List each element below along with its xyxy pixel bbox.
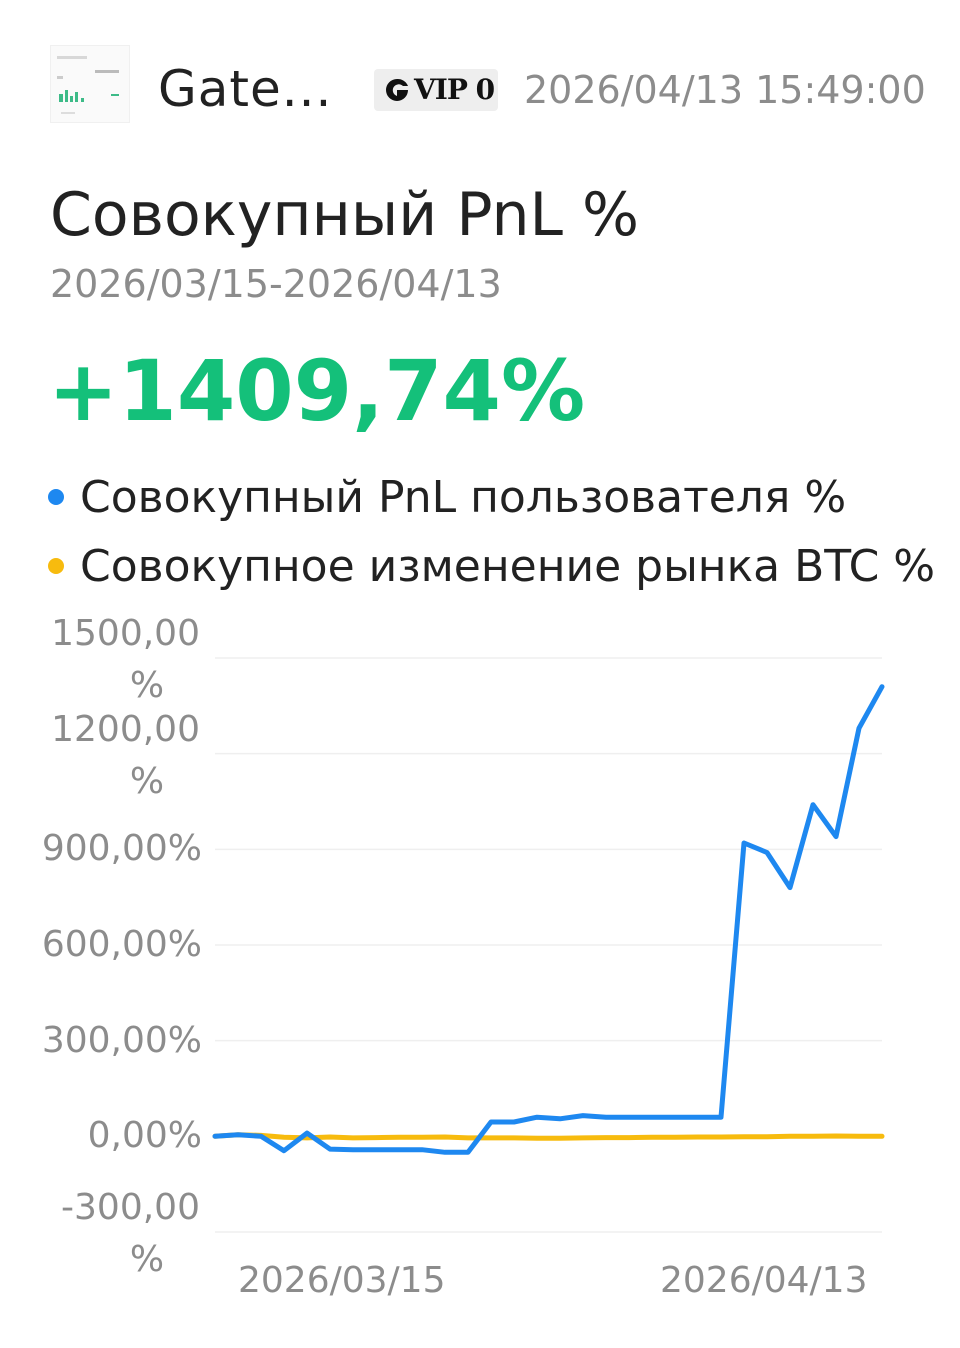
username: Gate... (158, 60, 333, 118)
pnl-value: +1409,74% (48, 342, 586, 440)
legend-item-user: Совокупный PnL пользователя % (48, 472, 846, 523)
pnl-chart: 1500,00% 1200,00% 900,00% 600,00% 300,00% 0,0… (0, 610, 960, 1330)
series-line-user-pnl (212, 684, 885, 1155)
header: Gate... VIP 0 2026/04/13 15:49:00 (0, 0, 960, 180)
y-tick-label: 1500,00% (51, 613, 200, 706)
legend-label-btc: Совокупное изменение рынка BTC % (80, 541, 936, 592)
page-title: Совокупный PnL % (50, 180, 639, 250)
legend-item-btc: Совокупное изменение рынка BTC % (48, 541, 935, 592)
x-tick-label: 2026/03/15 (238, 1260, 446, 1301)
vip-label: VIP 0 (414, 73, 495, 106)
y-tick-label: 1200,00% (51, 708, 200, 802)
legend-label-user: Совокупный PnL пользователя % (80, 472, 847, 523)
y-tick-label: 300,00% (41, 1019, 202, 1061)
gate-logo-icon (386, 78, 408, 101)
y-tick-label: -300,00% (61, 1187, 200, 1280)
avatar[interactable] (50, 45, 130, 123)
vip-badge: VIP 0 (374, 69, 498, 111)
legend-dot-btc (48, 558, 64, 574)
chart-plot (212, 657, 885, 1233)
timestamp: 2026/04/13 15:49:00 (524, 68, 926, 112)
legend-dot-user (48, 489, 64, 505)
y-tick-label: 0,00% (87, 1115, 202, 1157)
x-tick-label: 2026/04/13 (660, 1260, 868, 1301)
avatar-thumbnail (51, 46, 129, 122)
series-line-btc (212, 1132, 885, 1141)
y-tick-label: 900,00% (41, 828, 202, 870)
date-range: 2026/03/15-2026/04/13 (50, 262, 502, 306)
y-tick-label: 600,00% (41, 924, 202, 965)
